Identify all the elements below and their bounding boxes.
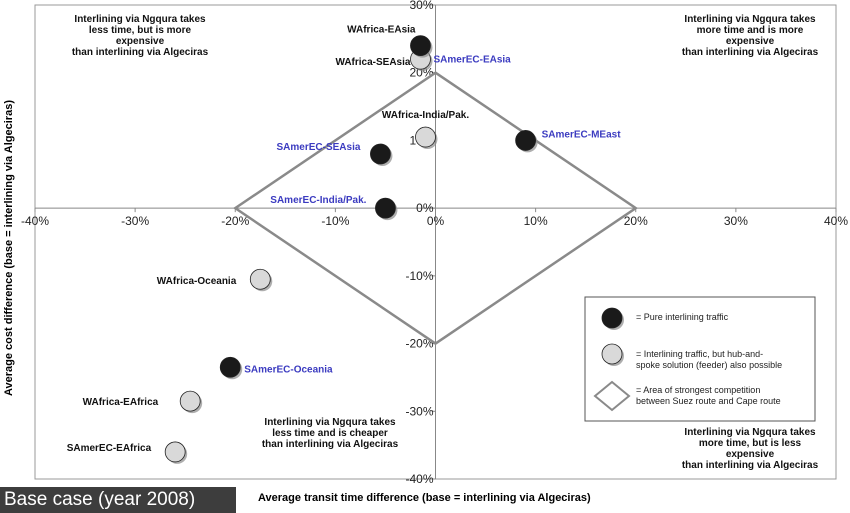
y-tick-label: 0% xyxy=(416,201,434,215)
quadrant-note-line: Interlining via Ngqura takes xyxy=(74,14,206,25)
point-label: WAfrica-EAfrica xyxy=(83,397,159,408)
legend: = Pure interlining traffic = Interlining … xyxy=(584,296,816,422)
y-tick-label: -20% xyxy=(405,337,433,351)
legend-entry-area: = Area of strongest competition between S… xyxy=(636,385,781,406)
legend-entry-line: = Area of strongest competition xyxy=(636,385,760,395)
y-axis-title: Average cost difference (base = interlin… xyxy=(3,100,15,396)
x-tick-label: 40% xyxy=(824,214,848,228)
point-label: WAfrica-India/Pak. xyxy=(382,110,469,121)
x-tick-label: 30% xyxy=(724,214,748,228)
quadrant-note-line: expensive xyxy=(116,36,165,47)
legend-diamond-marker xyxy=(593,380,631,412)
quadrant-note-bottom-left: Interlining via Ngqura takes less time an… xyxy=(262,417,399,450)
competition-diamond xyxy=(233,71,638,346)
data-points xyxy=(164,35,538,464)
x-tick-label: -40% xyxy=(21,214,49,228)
quadrant-note-line: more time, but is less xyxy=(699,438,802,449)
legend-entry-line: spoke solution (feeder) also possible xyxy=(636,360,782,370)
point-label: SAmerEC-India/Pak. xyxy=(270,195,366,206)
legend-light-marker xyxy=(601,343,623,365)
data-point xyxy=(515,130,537,151)
point-label: SAmerEC-EAfrica xyxy=(67,443,152,454)
quadrant-note-line: Interlining via Ngqura takes xyxy=(684,427,816,438)
point-label: SAmerEC-MEast xyxy=(542,129,622,140)
legend-entry-pure: = Pure interlining traffic xyxy=(636,312,729,322)
point-label: SAmerEC-SEAsia xyxy=(277,142,361,153)
point-label: WAfrica-EAsia xyxy=(347,25,416,36)
legend-entry-line: = Interlining traffic, but hub-and- xyxy=(636,349,763,359)
data-point xyxy=(249,268,271,290)
x-tick-label: -10% xyxy=(321,214,349,228)
data-point xyxy=(410,35,431,57)
data-point xyxy=(219,356,241,378)
quadrant-notes: Interlining via Ngqura takes less time, b… xyxy=(72,14,819,471)
scenario-badge: Base case (year 2008) xyxy=(0,487,236,513)
point-label: SAmerEC-EAsia xyxy=(433,55,511,66)
quadrant-note-line: than interlining via Algeciras xyxy=(262,439,399,450)
quadrant-note-line: less time and is cheaper xyxy=(272,428,388,439)
data-point xyxy=(164,441,186,463)
legend-entry-line: between Suez route and Cape route xyxy=(636,396,781,406)
quadrant-note-line: Interlining via Ngqura takes xyxy=(684,14,816,25)
x-tick-label: 20% xyxy=(624,214,648,228)
x-tick-label: 10% xyxy=(524,214,548,228)
quadrant-note-top-right: Interlining via Ngqura takes more time an… xyxy=(682,14,819,58)
data-point xyxy=(375,197,396,219)
x-tick-label: -20% xyxy=(221,214,249,228)
data-point xyxy=(370,143,391,165)
x-tick-label: -30% xyxy=(121,214,149,228)
point-label: WAfrica-Oceania xyxy=(157,276,237,287)
point-label: WAfrica-SEAsia xyxy=(335,57,410,68)
y-tick-label: 30% xyxy=(409,0,433,12)
quadrant-note-line: than interlining via Algeciras xyxy=(72,47,209,58)
axes: -40%-30%-20%-10%0%10%20%30%40%30%20%10%0… xyxy=(21,0,848,486)
legend-entry-feeder: = Interlining traffic, but hub-and-spoke… xyxy=(636,349,782,370)
quadrant-note-line: expensive xyxy=(726,449,775,460)
quadrant-note-line: than interlining via Algeciras xyxy=(682,460,819,471)
x-tick-label: 0% xyxy=(427,214,445,228)
x-axis-title: Average transit time difference (base = … xyxy=(258,492,591,504)
legend-dark-marker xyxy=(601,307,623,329)
quadrant-note-top-left: Interlining via Ngqura takes less time, b… xyxy=(72,14,209,58)
data-point xyxy=(415,126,436,148)
quadrant-note-line: more time and is more xyxy=(697,25,804,36)
quadrant-note-line: than interlining via Algeciras xyxy=(682,47,819,58)
y-tick-label: -30% xyxy=(405,404,433,418)
point-labels: WAfrica-EAsia SAmerEC-MEast SAmerEC-SEAsia… xyxy=(67,25,622,454)
quadrant-note-bottom-right: Interlining via Ngqura takes more time, b… xyxy=(682,427,819,471)
quadrant-note-line: Interlining via Ngqura takes xyxy=(264,417,396,428)
quadrant-note-line: expensive xyxy=(726,36,775,47)
y-tick-label: -10% xyxy=(405,269,433,283)
competition-area xyxy=(233,71,638,346)
y-tick-label: -40% xyxy=(405,472,433,486)
quadrant-note-line: less time, but is more xyxy=(89,25,192,36)
point-label: SAmerEC-Oceania xyxy=(244,364,333,375)
data-point xyxy=(179,390,201,412)
